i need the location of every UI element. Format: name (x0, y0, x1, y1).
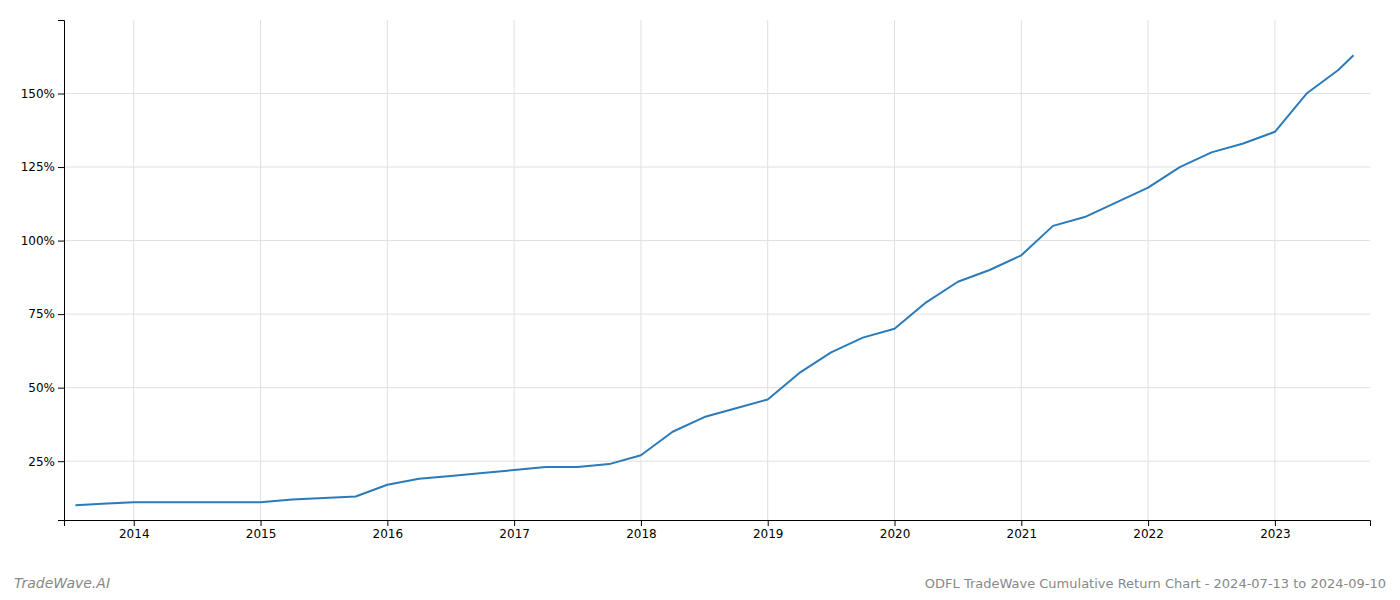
x-tick-label: 2019 (753, 527, 784, 541)
x-tick: 2019 (753, 520, 784, 541)
x-tick-mark (1148, 520, 1149, 526)
grid-line-x (260, 20, 261, 520)
grid-line-y (64, 240, 1370, 241)
y-tick-label: 100% (21, 234, 55, 248)
plot-area: 2014 2015 2016 2017 2018 2019 2020 2021 2022 2023… (21, 20, 1371, 541)
x-tick-mark (768, 520, 769, 526)
grid-line-x (387, 20, 388, 520)
y-tick: 100% (21, 234, 64, 248)
x-tick-label: 2021 (1007, 527, 1038, 541)
grid-line-x (1148, 20, 1149, 520)
x-tick-label: 2023 (1260, 527, 1291, 541)
grid-line-y (64, 314, 1370, 315)
x-tick-mark (387, 520, 388, 526)
y-axis: 25% 50% 75% 100% 125% 150% (21, 21, 65, 521)
grid-line-x (894, 20, 895, 520)
y-tick: 25% (28, 455, 64, 469)
x-tick: 2023 (1260, 520, 1291, 541)
y-tick-label: 50% (28, 381, 55, 395)
x-tick-mark (1275, 520, 1276, 526)
y-tick-mark (58, 388, 64, 389)
x-tick-label: 2014 (119, 527, 150, 541)
x-tick: 2022 (1133, 520, 1164, 541)
y-tick-mark (58, 314, 64, 315)
y-tick: 75% (28, 307, 64, 321)
x-tick-label: 2016 (373, 527, 404, 541)
x-axis: 2014 2015 2016 2017 2018 2019 2020 2021 2022 2023 (65, 520, 1371, 541)
x-tick-mark (1021, 520, 1022, 526)
y-tick: 50% (28, 381, 64, 395)
y-tick-label: 125% (21, 160, 55, 174)
x-tick-mark (514, 520, 515, 526)
grid-line-x (1021, 20, 1022, 520)
x-tick: 2014 (119, 520, 150, 541)
chart: 2014 2015 2016 2017 2018 2019 2020 2021 2022 2023… (0, 0, 1400, 600)
x-tick-mark (895, 520, 896, 526)
y-tick-mark (58, 241, 64, 242)
grid-line-y (64, 93, 1370, 94)
x-tick: 2020 (880, 520, 911, 541)
grid-line-y (64, 167, 1370, 168)
x-tick: 2016 (373, 520, 404, 541)
x-tick-label: 2017 (499, 527, 530, 541)
y-tick: 150% (21, 87, 64, 101)
y-tick-mark (58, 94, 64, 95)
grid-line-x (640, 20, 641, 520)
line (75, 55, 1353, 505)
x-tick-mark (641, 520, 642, 526)
x-tick: 2018 (626, 520, 657, 541)
grid-line-x (133, 20, 134, 520)
x-axis-line (65, 521, 1371, 527)
title: ODFL TradeWave Cumulative Return Chart -… (925, 576, 1386, 591)
x-tick: 2021 (1007, 520, 1038, 541)
grid-line-y (64, 461, 1370, 462)
x-tick-label: 2020 (880, 527, 911, 541)
grid-line-x (1274, 20, 1275, 520)
y-tick-mark (58, 167, 64, 168)
x-tick: 2015 (246, 520, 277, 541)
x-tick: 2017 (499, 520, 530, 541)
x-tick-label: 2018 (626, 527, 657, 541)
marks (75, 55, 1353, 505)
x-tick-label: 2015 (246, 527, 277, 541)
y-axis-line (58, 21, 65, 521)
y-tick-mark (58, 461, 64, 462)
y-tick-label: 25% (28, 455, 55, 469)
y-tick-label: 75% (28, 307, 55, 321)
y-tick: 125% (21, 160, 64, 174)
grid (64, 20, 1370, 520)
x-tick-mark (261, 520, 262, 526)
x-tick-mark (134, 520, 135, 526)
y-tick-label: 150% (21, 87, 55, 101)
grid-line-y (64, 387, 1370, 388)
watermark: TradeWave.AI (14, 575, 110, 591)
x-tick-label: 2022 (1133, 527, 1164, 541)
grid-line-x (767, 20, 768, 520)
grid-line-x (514, 20, 515, 520)
